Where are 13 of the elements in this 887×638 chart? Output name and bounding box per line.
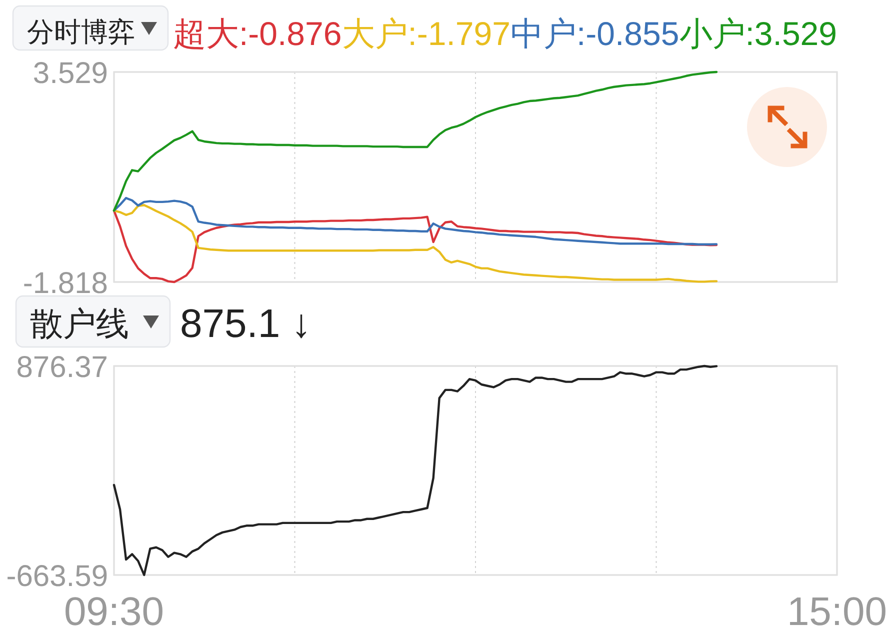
legend-item: 小户:3.529 — [679, 15, 837, 52]
title: 分时博弈 — [27, 17, 135, 47]
legend-item: 大户:-1.797 — [342, 15, 510, 52]
xtick-label: 15:00 — [786, 590, 887, 634]
title: 散户线 — [30, 305, 129, 342]
subtitle: 875.1 ↓ — [180, 302, 312, 346]
ytick-label: -663.59 — [6, 560, 108, 593]
legend-item: 中户:-0.855 — [510, 15, 680, 52]
ytick-label: 3.529 — [32, 56, 108, 90]
xtick-label: 09:30 — [64, 590, 164, 634]
legend-item: 超大:-0.876 — [173, 15, 342, 52]
ytick-label: -1.818 — [22, 266, 108, 300]
ytick-label: 876.37 — [16, 350, 108, 384]
